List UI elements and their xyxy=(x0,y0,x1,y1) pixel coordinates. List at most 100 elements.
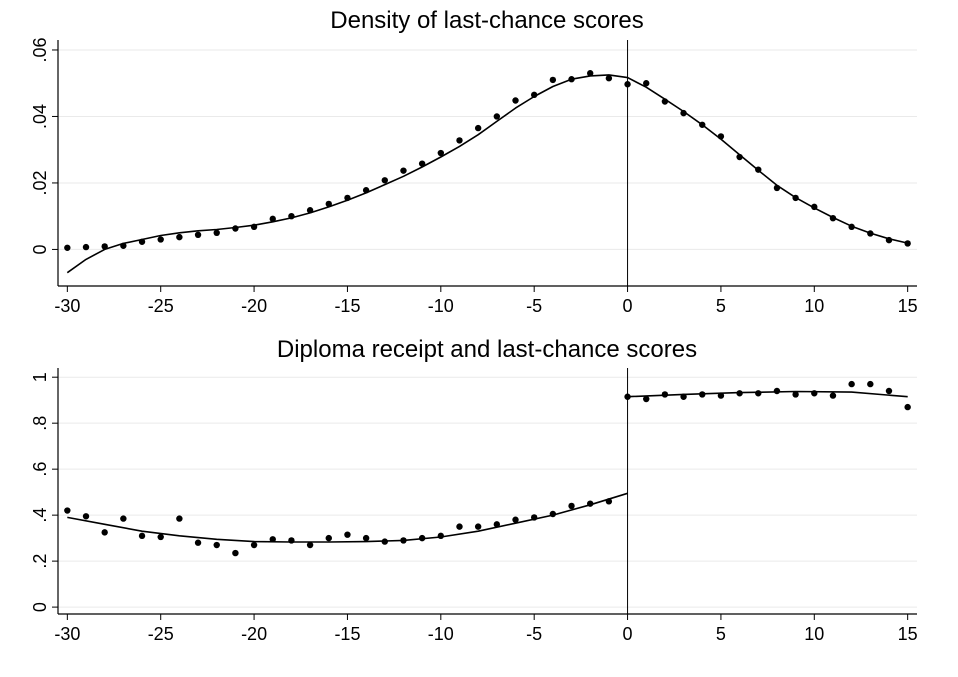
top-data-point-26 xyxy=(549,76,557,84)
bottom-x-tick-label-6: 0 xyxy=(623,624,633,644)
bottom-data-point-8 xyxy=(213,541,220,549)
bottom-data-point-41 xyxy=(829,392,837,399)
bottom-data-point-29 xyxy=(605,498,613,505)
top-data-point-32 xyxy=(661,98,669,105)
bottom-chart-title: Diploma receipt and last-chance scores xyxy=(277,336,697,363)
top-data-point-36 xyxy=(736,153,743,161)
bottom-data-point-20 xyxy=(437,532,445,540)
top-data-point-9 xyxy=(232,225,239,232)
top-x-tick-label-2: -20 xyxy=(241,296,267,316)
bottom-x-tick-label-1: -25 xyxy=(148,624,174,644)
bottom-data-point-43 xyxy=(867,380,874,388)
bottom-y-tick-label-3: .6 xyxy=(30,462,50,477)
bottom-x-tick-label-4: -10 xyxy=(428,624,454,644)
bottom-data-point-5 xyxy=(157,533,164,541)
top-data-point-16 xyxy=(362,187,370,194)
bottom-data-point-12 xyxy=(288,537,295,544)
top-y-tick-label-3: .06 xyxy=(30,37,50,62)
top-chart-panel: 0 .02 .04 .06 -30 -25 -20 -15 -10 -5 0 5 10 15 xyxy=(30,37,918,316)
top-data-point-44 xyxy=(885,236,893,244)
top-data-point-23 xyxy=(493,113,501,120)
top-y-tick-label-0: 0 xyxy=(30,244,50,254)
top-chart-title: Density of last-chance scores xyxy=(330,7,643,34)
bottom-data-point-44 xyxy=(885,387,893,395)
top-y-tick-label-2: .04 xyxy=(30,104,50,129)
bottom-data-point-6 xyxy=(176,515,183,522)
bottom-data-point-14 xyxy=(325,534,332,542)
bottom-chart-panel: 0 .2 .4 .6 .8 1 -30 -25 -20 -15 -10 -5 0 5 10 15 xyxy=(30,368,918,644)
top-data-point-3 xyxy=(120,242,127,249)
bottom-data-point-30 xyxy=(624,393,631,400)
bottom-data-point-18 xyxy=(400,537,407,544)
bottom-y-tick-label-4: .8 xyxy=(30,416,50,431)
top-data-point-37 xyxy=(755,166,762,173)
top-data-point-5 xyxy=(157,236,164,243)
top-x-tick-label-0: -30 xyxy=(54,296,80,316)
top-x-tick-label-3: -15 xyxy=(334,296,360,316)
top-fit-line xyxy=(66,74,908,274)
top-data-point-14 xyxy=(325,200,332,208)
top-data-point-19 xyxy=(418,160,426,167)
top-data-point-30 xyxy=(624,81,631,88)
bottom-x-tick-label-2: -20 xyxy=(241,624,267,644)
bottom-data-point-39 xyxy=(792,391,799,398)
top-x-tick-label-6: 0 xyxy=(623,296,633,316)
top-x-tick-label-1: -25 xyxy=(148,296,174,316)
top-data-point-35 xyxy=(717,133,725,140)
bottom-x-tick-label-0: -30 xyxy=(54,624,80,644)
bottom-data-point-7 xyxy=(194,539,202,546)
bottom-data-point-3 xyxy=(120,515,127,522)
top-data-point-38 xyxy=(773,184,781,192)
top-data-point-27 xyxy=(568,76,575,83)
top-data-point-40 xyxy=(811,203,818,211)
top-data-point-2 xyxy=(101,243,108,250)
bottom-data-point-42 xyxy=(848,380,855,388)
bottom-data-point-40 xyxy=(811,390,818,397)
bottom-data-point-4 xyxy=(138,532,146,540)
bottom-data-point-10 xyxy=(250,541,258,549)
bottom-data-point-37 xyxy=(755,390,762,397)
top-data-point-42 xyxy=(848,223,855,231)
bottom-data-point-11 xyxy=(269,536,276,543)
bottom-data-point-0 xyxy=(64,507,71,514)
top-data-point-17 xyxy=(381,177,388,184)
bottom-data-point-33 xyxy=(680,393,687,400)
bottom-x-tick-label-7: 5 xyxy=(716,624,726,644)
top-data-point-18 xyxy=(400,167,407,174)
bottom-data-point-28 xyxy=(587,500,594,507)
bottom-data-point-26 xyxy=(549,510,557,518)
top-data-point-24 xyxy=(512,97,519,104)
bottom-data-point-45 xyxy=(904,403,911,411)
top-data-point-6 xyxy=(176,233,183,241)
top-data-point-20 xyxy=(437,149,445,157)
bottom-data-point-34 xyxy=(699,391,706,398)
top-data-point-0 xyxy=(64,244,71,251)
top-x-tick-label-8: 10 xyxy=(804,296,824,316)
bottom-x-tick-label-5: -5 xyxy=(526,624,542,644)
top-data-point-15 xyxy=(344,194,351,202)
bottom-data-point-35 xyxy=(717,392,725,399)
top-data-point-29 xyxy=(605,75,613,82)
bottom-x-tick-label-3: -15 xyxy=(334,624,360,644)
top-data-point-25 xyxy=(530,91,538,99)
bottom-y-tick-label-1: .2 xyxy=(30,554,50,569)
top-x-tick-label-9: 15 xyxy=(898,296,918,316)
top-data-point-31 xyxy=(643,80,650,87)
bottom-data-point-19 xyxy=(418,534,426,542)
top-data-point-11 xyxy=(269,215,276,223)
top-data-point-41 xyxy=(829,214,837,222)
bottom-y-tick-label-2: .4 xyxy=(30,508,50,523)
bottom-data-point-17 xyxy=(381,538,388,545)
top-data-point-8 xyxy=(213,229,220,237)
top-y-tick-label-1: .02 xyxy=(30,170,50,195)
top-data-point-12 xyxy=(288,212,295,220)
bottom-x-tick-label-9: 15 xyxy=(898,624,918,644)
bottom-y-tick-label-5: 1 xyxy=(30,372,50,382)
bottom-data-point-1 xyxy=(82,513,90,520)
top-x-tick-label-4: -10 xyxy=(428,296,454,316)
bottom-data-point-23 xyxy=(493,521,501,528)
bottom-data-point-16 xyxy=(362,534,370,542)
top-data-point-4 xyxy=(138,238,146,245)
bottom-data-point-32 xyxy=(661,391,669,398)
